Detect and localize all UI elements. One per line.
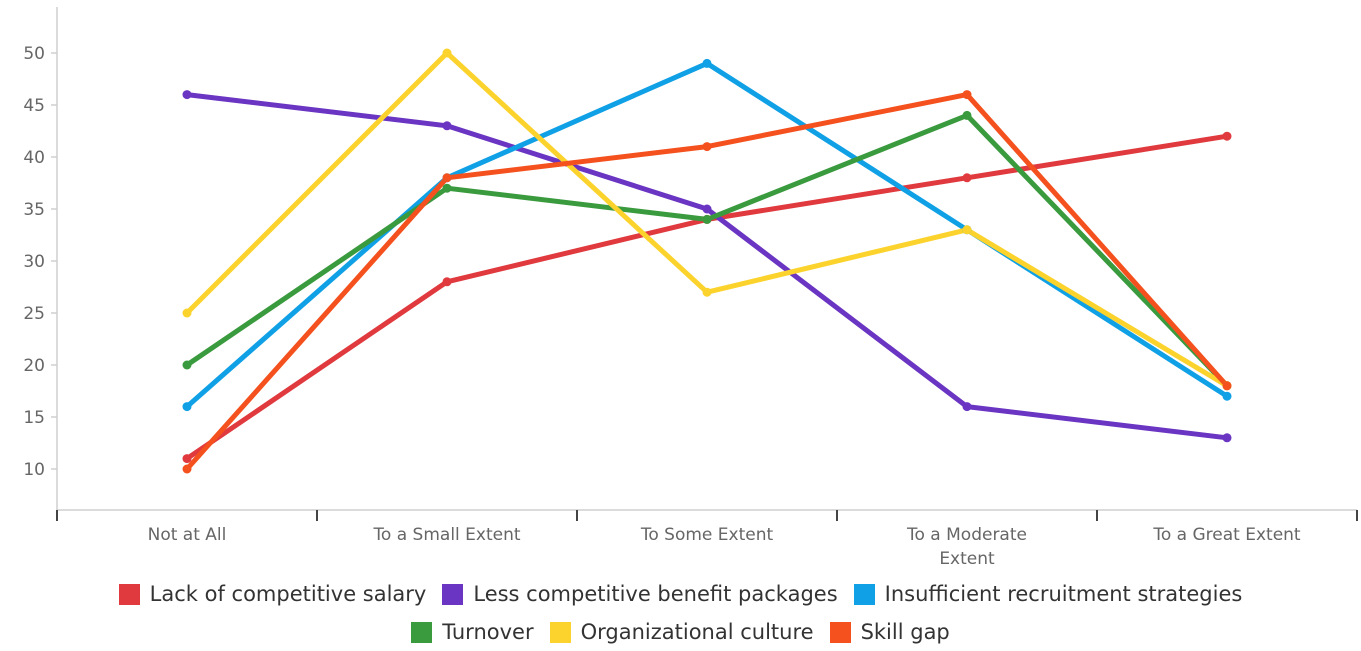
data-point-2-4 xyxy=(962,402,972,412)
x-tick-label: Not at All xyxy=(148,525,227,545)
data-point-1-2 xyxy=(442,277,452,287)
y-tick-label: 40 xyxy=(23,148,45,168)
data-point-4-4 xyxy=(962,110,972,120)
data-point-6-2 xyxy=(442,173,452,183)
data-point-1-1 xyxy=(182,454,192,464)
data-point-3-5 xyxy=(1222,391,1232,401)
data-point-6-1 xyxy=(182,464,192,474)
y-tick-label: 20 xyxy=(23,356,45,376)
legend-swatch xyxy=(549,621,571,643)
legend-swatch xyxy=(411,621,433,643)
legend-swatch xyxy=(118,583,140,605)
legend-row-1: Lack of competitive salary Less competiti… xyxy=(0,582,1361,606)
x-tick-label: To a Great Extent xyxy=(1152,525,1301,545)
data-point-2-5 xyxy=(1222,433,1232,443)
legend-item[interactable]: Less competitive benefit packages xyxy=(442,582,838,606)
data-point-2-3 xyxy=(702,204,712,214)
legend-swatch xyxy=(829,621,851,643)
data-point-1-4 xyxy=(962,173,972,183)
y-tick-label: 35 xyxy=(23,200,45,220)
data-point-5-4 xyxy=(962,225,972,235)
x-tick-label: Extent xyxy=(939,549,995,569)
legend-item[interactable]: Insufficient recruitment strategies xyxy=(853,582,1243,606)
data-point-5-3 xyxy=(702,287,712,297)
legend-label: Less competitive benefit packages xyxy=(473,582,838,606)
data-point-6-4 xyxy=(962,90,972,100)
legend-swatch xyxy=(853,583,875,605)
x-tick-label: To a Small Extent xyxy=(372,525,520,545)
legend-label: Lack of competitive salary xyxy=(149,582,427,606)
legend-label: Organizational culture xyxy=(580,620,814,644)
data-point-2-2 xyxy=(442,121,452,131)
data-point-3-1 xyxy=(182,402,192,412)
legend-swatch xyxy=(442,583,464,605)
data-point-4-2 xyxy=(442,183,452,193)
y-tick-label: 45 xyxy=(23,96,45,116)
data-point-4-3 xyxy=(702,214,712,224)
chart-plot: 10 15 20 25 30 35 40 45 50 Not at All To a Small E… xyxy=(23,7,1358,569)
legend-row-2: Turnover Organizational culture Skill gap xyxy=(0,620,1361,644)
legend-label: Insufficient recruitment strategies xyxy=(884,582,1243,606)
data-point-1-5 xyxy=(1222,131,1232,141)
data-point-5-2 xyxy=(442,48,452,58)
legend-item[interactable]: Skill gap xyxy=(829,620,950,644)
legend-label: Skill gap xyxy=(860,620,950,644)
legend-item[interactable]: Lack of competitive salary xyxy=(118,582,427,606)
y-tick-label: 50 xyxy=(23,44,45,64)
data-point-5-1 xyxy=(182,308,192,318)
data-point-6-5 xyxy=(1222,381,1232,391)
legend-label: Turnover xyxy=(442,620,534,644)
data-point-2-1 xyxy=(182,90,192,100)
y-tick-label: 15 xyxy=(23,408,45,428)
y-tick-label: 30 xyxy=(23,252,45,272)
y-tick-label: 25 xyxy=(23,304,45,324)
x-tick-label: To Some Extent xyxy=(640,525,774,545)
y-tick-label: 10 xyxy=(23,460,45,480)
data-point-6-3 xyxy=(702,142,712,152)
legend-item[interactable]: Organizational culture xyxy=(549,620,814,644)
legend-item[interactable]: Turnover xyxy=(411,620,534,644)
x-tick-label: To a Moderate xyxy=(906,525,1027,545)
data-point-4-1 xyxy=(182,360,192,370)
data-point-3-3 xyxy=(702,58,712,68)
